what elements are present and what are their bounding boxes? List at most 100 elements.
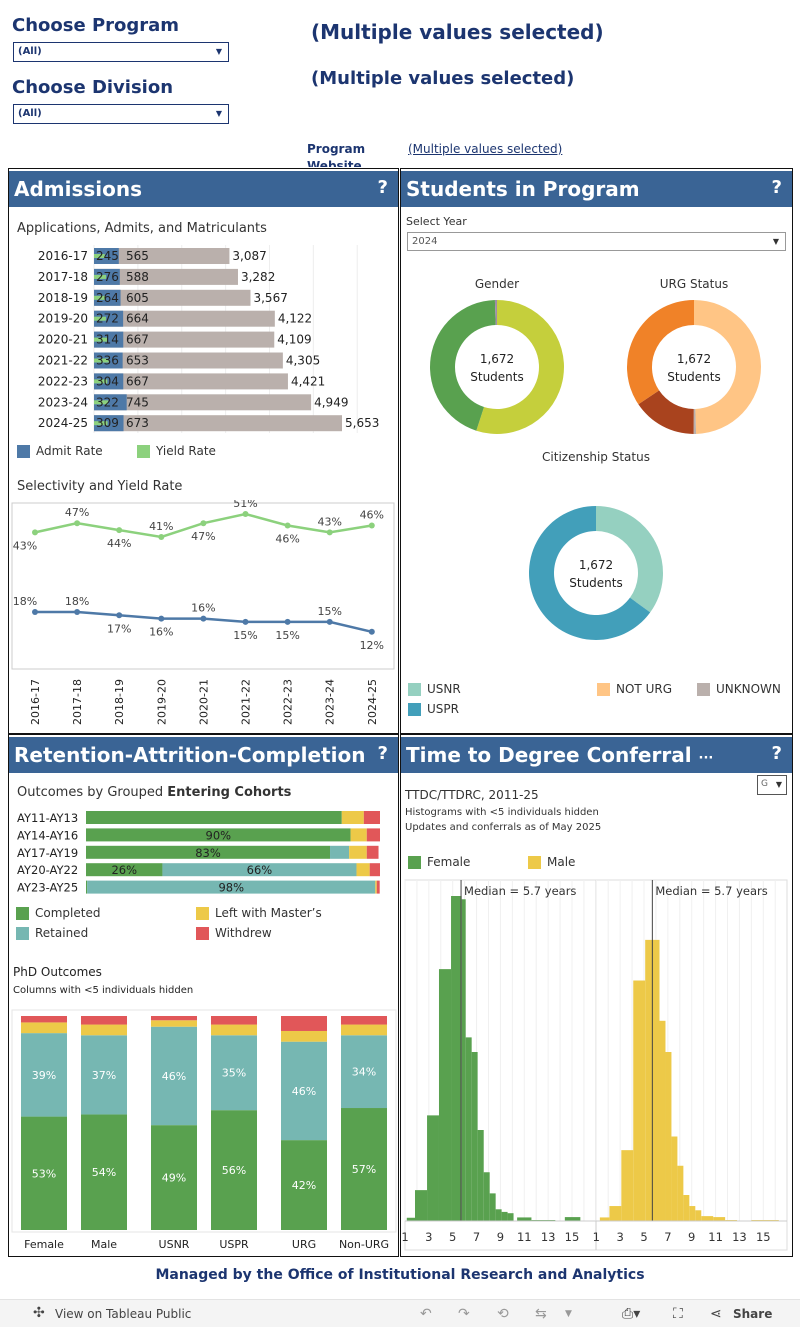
- program-website-link[interactable]: (Multiple values selected): [408, 142, 563, 156]
- outcome-segment: [151, 1016, 197, 1021]
- revert-icon[interactable]: ⟲: [497, 1306, 509, 1322]
- x-tick-label: 13: [732, 1230, 747, 1244]
- matriculants-bar: [94, 379, 108, 384]
- legend-withdrew: Withdrew: [196, 926, 272, 940]
- legend-uspr: USPR: [408, 702, 459, 716]
- ttdc-subtitle: TTDC/TTDRC, 2011-25: [405, 788, 539, 802]
- histogram-bin: [517, 1217, 532, 1221]
- histogram-bin: [671, 1136, 678, 1221]
- legend-unknown: UNKNOWN: [697, 682, 781, 696]
- legend-left-with-masters: Left with Master’s: [196, 906, 322, 920]
- applications-label: 4,949: [314, 395, 348, 409]
- outcome-segment: [81, 1035, 127, 1115]
- legend-yield-rate: Yield Rate: [137, 444, 216, 458]
- year-label: 2019-20: [38, 312, 88, 326]
- applications-bar: [94, 373, 288, 390]
- share-icon[interactable]: ⋖: [710, 1306, 722, 1322]
- cohort-segment: [162, 863, 357, 877]
- segment-label: 42%: [292, 1179, 316, 1192]
- donut-slice: [529, 506, 651, 640]
- segment-label: 57%: [352, 1163, 376, 1176]
- division-dropdown-value: (All): [18, 108, 42, 119]
- data-label: 41%: [149, 520, 173, 533]
- legend-label: Withdrew: [215, 926, 272, 940]
- legend-swatch: [196, 907, 209, 920]
- legend-swatch: [597, 683, 610, 696]
- more-options-icon[interactable]: ···: [698, 751, 714, 766]
- column-label: USPR: [219, 1238, 249, 1251]
- data-point: [284, 618, 291, 625]
- redo-icon[interactable]: ↷: [458, 1306, 470, 1322]
- ttdc-dropdown[interactable]: G ▼: [757, 775, 787, 795]
- x-tick-label: 11: [708, 1230, 723, 1244]
- histogram-bin: [599, 1217, 610, 1221]
- help-icon[interactable]: ?: [377, 177, 388, 198]
- outcome-segment: [281, 1030, 327, 1042]
- cohort-title-bold: Entering Cohorts: [167, 785, 292, 800]
- matriculants-bar: [94, 295, 106, 300]
- help-icon[interactable]: ?: [377, 743, 388, 764]
- segment-label: 37%: [92, 1069, 116, 1082]
- plot-frame: [11, 1009, 397, 1233]
- selected-division-title: (Multiple values selected): [311, 68, 575, 89]
- choose-division-label: Choose Division: [12, 77, 174, 98]
- histogram-bin: [659, 1020, 666, 1221]
- outcome-segment: [211, 1024, 257, 1036]
- legend-label: Admit Rate: [36, 444, 103, 458]
- cohort-segment: [87, 880, 376, 894]
- x-tick-label: 5: [449, 1230, 456, 1244]
- program-dropdown[interactable]: (All) ▼: [13, 42, 229, 62]
- donut-title: URG Status: [660, 277, 728, 291]
- x-tick-label: 2023-24: [324, 679, 337, 725]
- view-on-tableau-link[interactable]: View on Tableau Public: [55, 1307, 192, 1321]
- median-label: Median = 5.7 years: [464, 884, 576, 898]
- help-icon[interactable]: ?: [771, 743, 782, 764]
- matriculants-label: 272: [96, 312, 119, 326]
- admits-bar: [94, 373, 124, 390]
- matriculants-bar: [94, 358, 109, 363]
- data-point: [74, 609, 81, 615]
- admissions-chart-title: Applications, Admits, and Matriculants: [17, 221, 267, 236]
- column-label: Male: [91, 1238, 117, 1251]
- program-dropdown-value: (All): [18, 46, 42, 57]
- refresh-icon[interactable]: ⇆: [535, 1306, 547, 1322]
- cohort-segment: [366, 845, 379, 859]
- matriculants-label: 245: [96, 249, 119, 263]
- outcome-segment: [151, 1125, 197, 1230]
- applications-label: 3,087: [232, 249, 266, 263]
- data-point: [242, 511, 249, 517]
- donut-title: Citizenship Status: [542, 450, 650, 464]
- cohort-label: AY14-AY16: [17, 828, 78, 842]
- fullscreen-icon[interactable]: ⛶: [673, 1306, 683, 1322]
- cohort-segment: [349, 845, 367, 859]
- share-button[interactable]: Share: [733, 1307, 773, 1321]
- matriculants-label: 314: [96, 333, 119, 347]
- chevron-down-icon[interactable]: ▼: [565, 1309, 572, 1319]
- x-tick-label: 11: [517, 1230, 532, 1244]
- legend-not-urg: NOT URG: [597, 682, 672, 696]
- outcome-segment: [81, 1114, 127, 1230]
- download-icon[interactable]: ⎙▾: [622, 1306, 641, 1322]
- legend-retained: Retained: [16, 926, 88, 940]
- help-icon[interactable]: ?: [771, 177, 782, 198]
- histogram-bin: [713, 1217, 726, 1221]
- year-dropdown[interactable]: 2024 ▼: [407, 232, 786, 251]
- histogram-bin: [683, 1195, 690, 1221]
- division-dropdown[interactable]: (All) ▼: [13, 104, 229, 124]
- data-label: 16%: [149, 626, 173, 639]
- legend-label: Yield Rate: [156, 444, 216, 458]
- histogram-bin: [451, 896, 462, 1221]
- x-tick-label: 2021-22: [240, 679, 253, 725]
- histogram-bin: [665, 1052, 672, 1221]
- donut-center-value: 1,672: [579, 558, 613, 572]
- ttdc-note-hidden: Histograms with <5 individuals hidden: [405, 807, 599, 818]
- chevron-down-icon: ▼: [775, 780, 782, 789]
- cohort-segment: [86, 863, 163, 877]
- histogram-bin: [495, 1209, 502, 1221]
- data-label: 47%: [65, 506, 89, 519]
- undo-icon[interactable]: ↶: [420, 1306, 432, 1322]
- data-point: [158, 534, 165, 540]
- legend-swatch: [408, 683, 421, 696]
- segment-label: 56%: [222, 1164, 246, 1177]
- histogram-bin: [695, 1210, 702, 1221]
